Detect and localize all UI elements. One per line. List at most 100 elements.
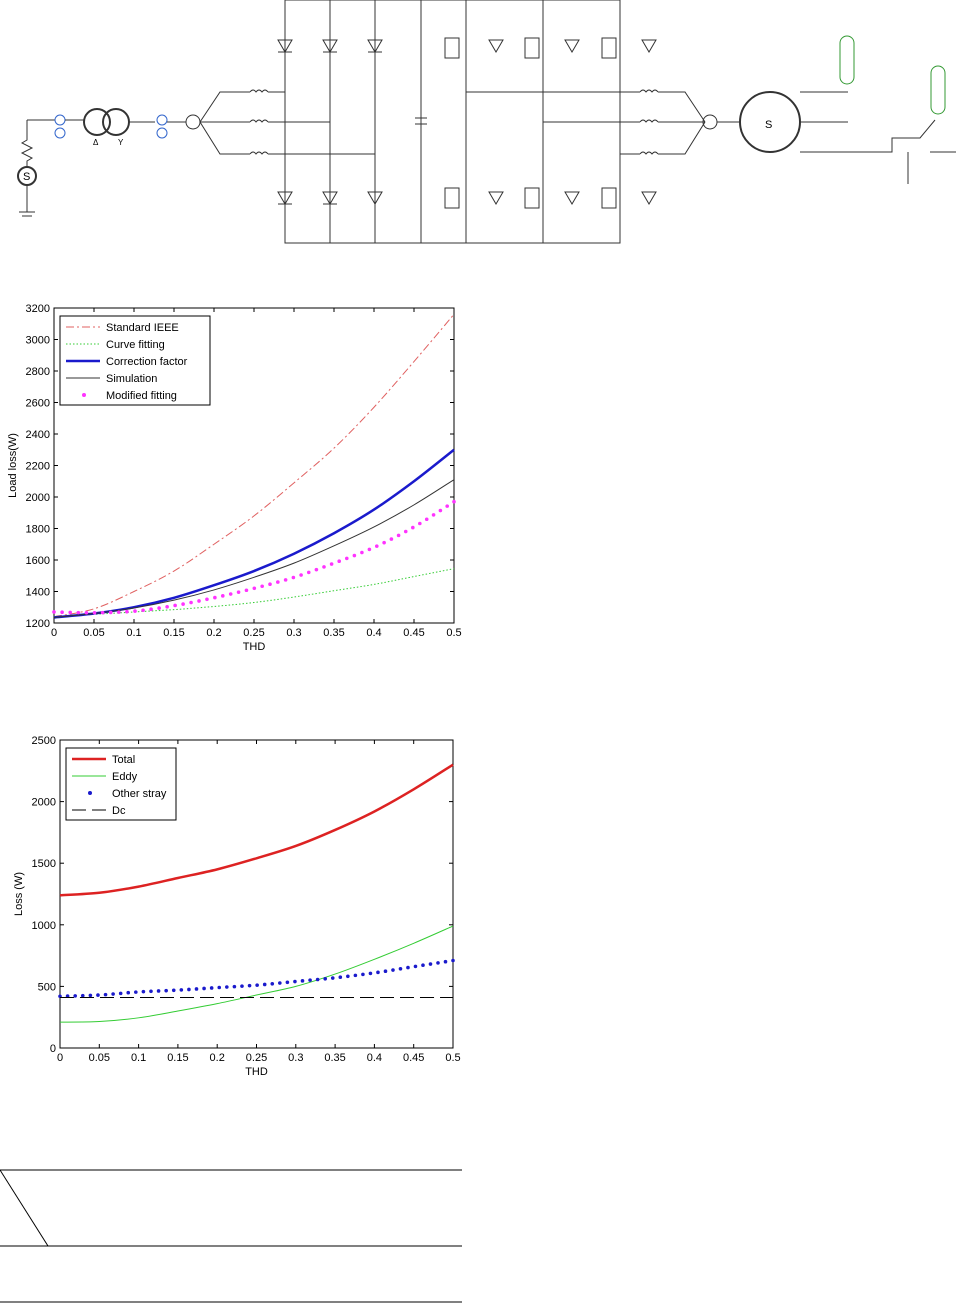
series-modified-fitting-point: [60, 610, 64, 614]
series-other-stray-point: [134, 990, 138, 994]
series-modified-fitting-point: [220, 594, 225, 598]
y-tick-label: 2500: [32, 735, 56, 747]
series-simulation-line: [53, 479, 455, 618]
series-modified-fitting-point: [252, 586, 257, 591]
series-modified-fitting-point: [76, 610, 81, 615]
series-modified-fitting-point: [228, 592, 233, 596]
series-modified-fitting-point: [329, 562, 334, 566]
series-other-stray-point: [428, 962, 433, 966]
y-tick-label: 1000: [32, 920, 56, 932]
series-other-stray-point: [361, 972, 365, 977]
y-tick-label: 2000: [32, 797, 56, 809]
series-modified-fitting-point: [181, 602, 185, 606]
series-modified-fitting-point: [117, 610, 121, 614]
series-modified-fitting-point: [141, 608, 145, 613]
x-tick-label: 0.25: [246, 1052, 267, 1064]
legend-swatch-other-stray: [88, 791, 92, 795]
y-axis-label: Loss (W): [13, 872, 25, 916]
load-loss-chart: 0 0.05 0.1 0.15 0.2 0.25 0.3 0.35 0.4 0.45 0.5 1200…: [7, 303, 462, 653]
x-tick-label: 0.05: [83, 627, 104, 639]
series-modified-fitting-point: [100, 610, 105, 615]
y-tick-label: 1400: [26, 587, 50, 599]
x-tick-label: 0.35: [323, 627, 344, 639]
x-tick-label: 0: [57, 1052, 63, 1064]
series-other-stray-point: [436, 961, 440, 965]
series-other-stray-point: [240, 984, 244, 988]
y-tick-label: 3000: [26, 335, 50, 347]
x-tick-label: 0.1: [131, 1052, 146, 1064]
series-other-stray-point: [194, 987, 199, 991]
series-modified-fitting-point: [322, 565, 326, 569]
legend-label-total: Total: [112, 754, 135, 766]
series-eddy-line: [59, 925, 454, 1023]
legend-label-curve-fitting: Curve fitting: [106, 339, 165, 351]
motor-label: S: [765, 119, 772, 131]
series-other-stray-point: [262, 982, 267, 987]
series-other-stray-point: [80, 993, 85, 998]
y-axis-label: Load loss(W): [7, 433, 19, 498]
x-tick-label: 0.2: [206, 627, 221, 639]
legend-label-dc: Dc: [112, 805, 126, 817]
series-other-stray-point: [391, 968, 395, 972]
x-tick-label: 0.5: [446, 627, 461, 639]
series-modified-fitting-point: [125, 609, 129, 614]
series-other-stray-point: [118, 991, 123, 996]
legend-label-correction-factor: Correction factor: [106, 356, 188, 368]
series-modified-fitting-point: [438, 508, 443, 513]
series-other-stray-point: [346, 974, 350, 979]
x-tick-label: 0.1: [126, 627, 141, 639]
series-other-stray-point: [202, 986, 206, 991]
x-axis-label: THD: [243, 641, 266, 653]
series-other-stray-point: [376, 970, 380, 975]
meter-icon: [54, 114, 66, 126]
series-other-stray-point: [164, 988, 168, 993]
x-tick-label: 0.25: [243, 627, 264, 639]
series-other-stray-point: [217, 985, 222, 990]
series-modified-fitting-point: [374, 544, 379, 548]
x-tick-label: 0.3: [288, 1052, 303, 1064]
rectifier-diodes: [277, 39, 383, 205]
series-modified-fitting-point: [268, 582, 272, 587]
series-modified-fitting-point: [236, 590, 241, 594]
source-label: S: [23, 171, 30, 183]
series-modified-fitting-point: [445, 504, 449, 508]
x-tick-label: 0.45: [403, 627, 424, 639]
x-tick-label: 0.2: [210, 1052, 225, 1064]
loss-components-chart: 0 0.05 0.1 0.15 0.2 0.25 0.3 0.35 0.4 0.45 0.5 0 500…: [13, 735, 461, 1078]
series-modified-fitting-point: [244, 588, 249, 593]
x-tick-label: 0.4: [367, 1052, 382, 1064]
y-tick-label: 1200: [26, 618, 50, 630]
series-modified-fitting-point: [283, 578, 288, 582]
series-modified-fitting-point: [84, 610, 89, 615]
series-standard-ieee-line: [53, 313, 455, 618]
series-other-stray-point: [171, 988, 176, 993]
series-other-stray-point: [225, 985, 229, 989]
series-other-stray-point: [338, 975, 343, 979]
series-other-stray-point: [451, 958, 455, 963]
series-modified-fitting-point: [197, 599, 201, 603]
series-other-stray-point: [65, 994, 70, 998]
series-other-stray-point: [278, 981, 282, 985]
y-tick-label: 2400: [26, 429, 50, 441]
y-tick-label: 3200: [26, 303, 50, 315]
series-modified-fitting-point: [360, 550, 364, 555]
x-tick-label: 0.15: [167, 1052, 188, 1064]
series-other-stray-point: [300, 979, 305, 983]
series-modified-fitting-point: [352, 553, 357, 558]
scope-icon: [839, 35, 855, 85]
series-modified-fitting-point: [411, 525, 415, 530]
x-tick-label: 0.15: [163, 627, 184, 639]
series-modified-fitting-point: [92, 610, 97, 615]
legend-label-standard-ieee: Standard IEEE: [106, 322, 179, 334]
series-modified-fitting-point: [299, 573, 303, 577]
x-tick-label: 0.4: [366, 627, 381, 639]
y-tick-label: 1500: [32, 858, 56, 870]
series-other-stray-point: [398, 967, 403, 971]
series-curve-fitting-line: [53, 568, 455, 618]
series-modified-fitting-point: [396, 533, 401, 538]
legend-label-simulation: Simulation: [106, 373, 157, 385]
series-other-stray-point: [179, 988, 184, 992]
series-other-stray-point: [353, 973, 358, 978]
x-tick-label: 0: [51, 627, 57, 639]
